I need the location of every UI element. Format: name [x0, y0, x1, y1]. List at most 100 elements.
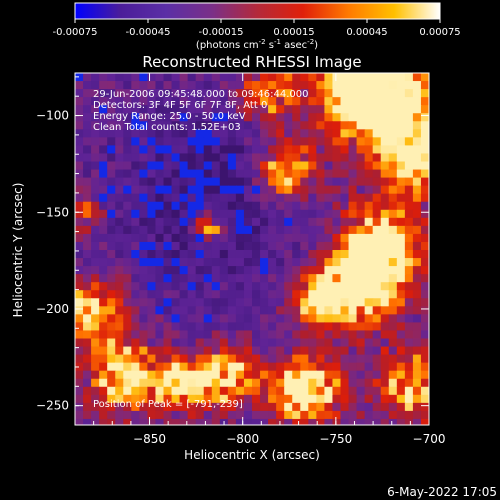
- heatmap-cell: [155, 282, 165, 291]
- heatmap-cell: [396, 169, 406, 179]
- heatmap-cell: [83, 73, 92, 82]
- heatmap-cell: [211, 105, 221, 114]
- heatmap-cell: [211, 177, 221, 187]
- heatmap-cell: [83, 370, 92, 380]
- heatmap-cell: [420, 266, 429, 275]
- heatmap-cell: [91, 378, 100, 388]
- heatmap-cell: [324, 402, 334, 412]
- heatmap-cell: [179, 362, 189, 372]
- heatmap-cell: [155, 290, 165, 299]
- heatmap-cell: [292, 410, 301, 420]
- heatmap-cell: [340, 250, 350, 259]
- heatmap-cell: [412, 209, 422, 219]
- heatmap-cell: [316, 153, 326, 163]
- heatmap-cell: [179, 258, 189, 267]
- heatmap-cell: [404, 145, 414, 155]
- heatmap-cell: [243, 258, 253, 267]
- heatmap-cell: [372, 378, 382, 388]
- heatmap-cell: [292, 298, 301, 307]
- heatmap-cell: [348, 394, 358, 404]
- heatmap-cell: [292, 209, 301, 219]
- heatmap-cell: [83, 217, 92, 227]
- heatmap-cell: [404, 378, 414, 388]
- heatmap-cell: [404, 298, 414, 307]
- heatmap-cell: [388, 282, 398, 291]
- heatmap-cell: [364, 169, 374, 179]
- heatmap-cell: [364, 97, 374, 106]
- heatmap-cell: [260, 97, 269, 106]
- heatmap-cell: [131, 169, 140, 179]
- heatmap-cell: [356, 129, 366, 138]
- heatmap-cell: [300, 113, 309, 122]
- heatmap-cell: [203, 241, 213, 251]
- heatmap-cell: [348, 81, 358, 90]
- heatmap-cell: [276, 282, 285, 291]
- peak-position-label: Position of Peak = [-791,-239]: [93, 399, 243, 410]
- heatmap-cell: [91, 225, 100, 235]
- heatmap-cell: [147, 129, 157, 138]
- heatmap-cell: [195, 225, 205, 235]
- heatmap-cell: [300, 217, 309, 227]
- heatmap-cell: [252, 233, 261, 243]
- heatmap-cell: [372, 314, 382, 324]
- heatmap-cell: [380, 121, 390, 130]
- heatmap-cell: [187, 410, 197, 420]
- heatmap-cell: [308, 113, 317, 122]
- heatmap-cell: [284, 201, 293, 211]
- heatmap-cell: [332, 145, 342, 155]
- heatmap-cell: [316, 113, 326, 122]
- heatmap-cell: [348, 201, 358, 211]
- heatmap-cell: [187, 394, 197, 404]
- heatmap-cell: [235, 314, 245, 324]
- heatmap-cell: [300, 394, 309, 404]
- heatmap-cell: [123, 314, 132, 324]
- heatmap-cell: [91, 250, 100, 259]
- heatmap-cell: [300, 241, 309, 251]
- heatmap-cell: [83, 418, 92, 425]
- heatmap-cell: [332, 322, 342, 332]
- heatmap-cell: [163, 402, 173, 412]
- heatmap-cell: [420, 233, 429, 243]
- heatmap-cell: [316, 145, 326, 155]
- heatmap-cell: [83, 330, 92, 340]
- heatmap-cell: [139, 169, 149, 179]
- heatmap-cell: [316, 129, 326, 138]
- heatmap-cell: [396, 137, 406, 147]
- heatmap-cell: [235, 370, 245, 380]
- heatmap-cell: [284, 225, 293, 235]
- heatmap-cell: [324, 137, 334, 147]
- heatmap-cell: [139, 161, 149, 171]
- heatmap-cell: [219, 145, 229, 155]
- heatmap-cell: [380, 402, 390, 412]
- heatmap-cell: [219, 233, 229, 243]
- heatmap-cell: [252, 394, 261, 404]
- heatmap-cell: [171, 73, 181, 82]
- heatmap-cell: [243, 73, 253, 82]
- heatmap-cell: [308, 290, 317, 299]
- heatmap-cell: [372, 394, 382, 404]
- heatmap-cell: [388, 225, 398, 235]
- heatmap-cell: [388, 113, 398, 122]
- heatmap-cell: [356, 298, 366, 307]
- heatmap-cell: [292, 129, 301, 138]
- heatmap-cell: [316, 201, 326, 211]
- heatmap-cell: [372, 137, 382, 147]
- heatmap-cell: [107, 314, 116, 324]
- heatmap-cell: [107, 169, 116, 179]
- heatmap-cell: [139, 105, 149, 114]
- heatmap-cell: [292, 330, 301, 340]
- heatmap-cell: [292, 193, 301, 203]
- heatmap-cell: [284, 153, 293, 163]
- heatmap-cell: [171, 258, 181, 267]
- heatmap-cell: [308, 161, 317, 171]
- heatmap-cell: [115, 338, 124, 348]
- heatmap-cell: [227, 129, 237, 138]
- heatmap-cell: [147, 402, 157, 412]
- heatmap-cell: [268, 145, 277, 155]
- heatmap-cell: [372, 145, 382, 155]
- heatmap-cell: [203, 378, 213, 388]
- heatmap-cell: [276, 258, 285, 267]
- heatmap-cell: [227, 89, 237, 98]
- heatmap-cell: [123, 169, 132, 179]
- heatmap-cell: [187, 97, 197, 106]
